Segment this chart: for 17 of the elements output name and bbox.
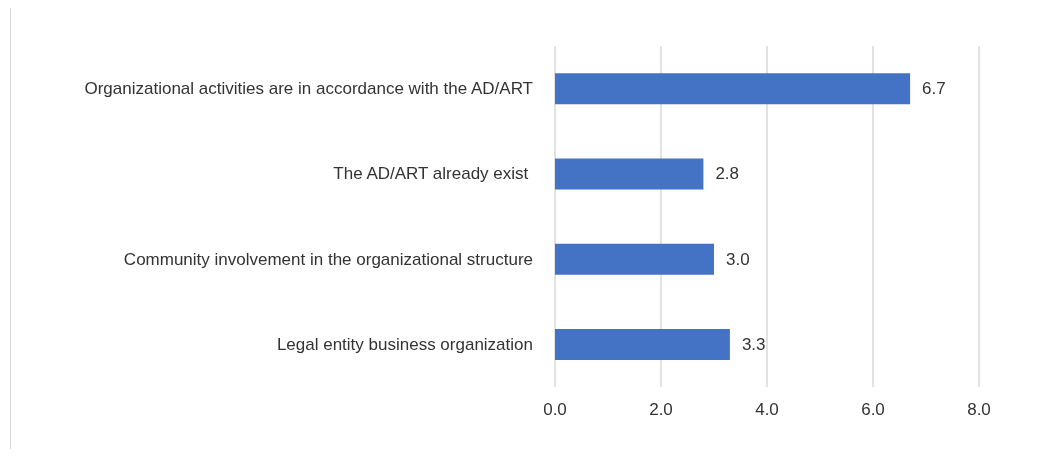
data-label: 3.0 — [726, 249, 750, 269]
bar — [555, 328, 730, 360]
y-tick-label: Organizational activities are in accordance with the AD/ART — [84, 79, 533, 99]
bar — [555, 73, 911, 105]
y-tick-label: The AD/ART already exist — [333, 164, 533, 184]
y-tick-label: Legal entity business organization — [276, 334, 533, 354]
x-tick-label: 8.0 — [967, 400, 991, 419]
bar — [555, 158, 704, 190]
x-tick-label: 2.0 — [649, 400, 673, 419]
bar — [555, 243, 714, 275]
data-label: 3.3 — [741, 334, 766, 354]
y-tick-label: Community involvement in the organizational structure — [123, 249, 533, 269]
data-label: 6.7 — [922, 79, 946, 99]
data-label: 2.8 — [715, 164, 740, 184]
x-tick-label: 6.0 — [861, 400, 885, 419]
x-tick-label: 4.0 — [755, 400, 779, 419]
x-tick-label: 0.0 — [543, 400, 567, 419]
